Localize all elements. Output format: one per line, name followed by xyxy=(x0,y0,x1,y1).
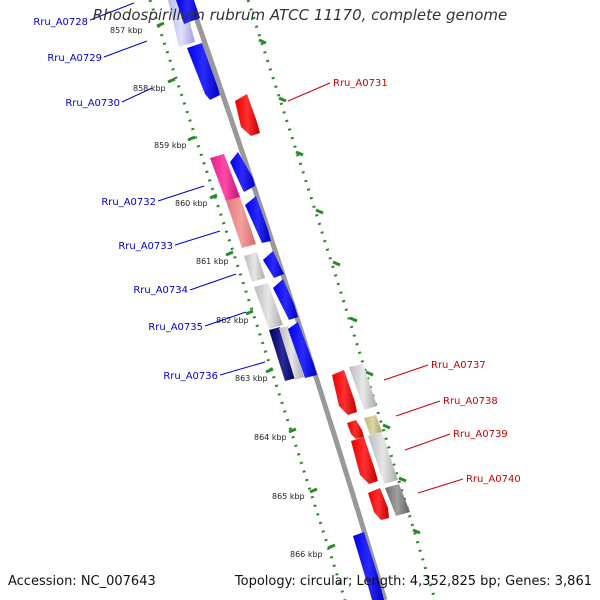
gene-arrow xyxy=(288,322,317,378)
feature-block xyxy=(244,252,265,282)
feature-block xyxy=(168,0,195,47)
accession-label: Accession: NC_007643 xyxy=(8,574,156,589)
gene-arrow xyxy=(347,420,364,439)
kbp-label: 861 kbp xyxy=(196,257,229,266)
gene-label-reverse: Rru_A0738 xyxy=(443,396,498,407)
gene-label-forward: Rru_A0728 xyxy=(33,17,88,28)
kbp-label: 863 kbp xyxy=(235,374,268,383)
kbp-label: 864 kbp xyxy=(254,433,287,442)
feature-block xyxy=(254,283,283,329)
inner-track-features xyxy=(168,0,410,516)
kbp-label: 857 kbp xyxy=(110,26,143,35)
gene-label-forward: Rru_A0733 xyxy=(118,241,173,252)
gene-arrow xyxy=(351,437,378,484)
kbp-label: 862 kbp xyxy=(216,316,249,325)
feature-block xyxy=(269,327,296,381)
forward-leader-lines xyxy=(89,2,266,376)
gene-arrow xyxy=(353,532,384,600)
gene-arrow xyxy=(368,488,389,520)
kbp-label: 866 kbp xyxy=(290,550,323,559)
outer-track-ticks xyxy=(258,38,421,535)
reverse-leader-lines xyxy=(287,82,464,494)
gene-label-forward: Rru_A0736 xyxy=(163,371,218,382)
gene-label-forward: Rru_A0734 xyxy=(133,285,188,296)
gene-arrow xyxy=(332,370,357,415)
gene-arrow xyxy=(230,152,255,192)
gene-arrow xyxy=(263,251,284,278)
gene-label-reverse: Rru_A0737 xyxy=(431,360,486,371)
feature-block xyxy=(279,326,304,380)
gene-arrow xyxy=(187,43,220,100)
feature-block xyxy=(210,154,240,201)
gene-label-forward: Rru_A0735 xyxy=(148,322,203,333)
gene-arrow xyxy=(273,279,298,320)
gene-label-forward: Rru_A0732 xyxy=(101,197,156,208)
gene-arrow xyxy=(245,196,271,243)
gene-label-forward: Rru_A0729 xyxy=(47,53,102,64)
gene-arrow xyxy=(176,0,200,24)
feature-block xyxy=(226,197,256,248)
inner-dotted-track xyxy=(148,0,347,600)
feature-block xyxy=(368,432,398,484)
feature-block xyxy=(385,484,410,516)
gene-label-reverse: Rru_A0731 xyxy=(333,78,388,89)
kbp-label: 865 kbp xyxy=(272,492,305,501)
gene-arrow xyxy=(235,94,260,136)
genome-stats: Topology: circular; Length: 4,352,825 bp… xyxy=(234,574,592,589)
feature-block xyxy=(364,415,382,435)
forward-gene-arrows xyxy=(176,0,384,600)
kbp-label: 858 kbp xyxy=(133,84,166,93)
reverse-gene-arrows xyxy=(235,94,389,520)
gene-label-forward: Rru_A0730 xyxy=(65,98,120,109)
gene-label-reverse: Rru_A0740 xyxy=(466,474,521,485)
inner-track-ticks xyxy=(156,21,336,550)
genome-title: Rhodospirillum rubrum ATCC 11170, comple… xyxy=(92,6,508,24)
gene-label-reverse: Rru_A0739 xyxy=(453,429,508,440)
kbp-label: 860 kbp xyxy=(175,199,208,208)
kbp-label: 859 kbp xyxy=(154,141,187,150)
feature-block xyxy=(349,364,377,410)
